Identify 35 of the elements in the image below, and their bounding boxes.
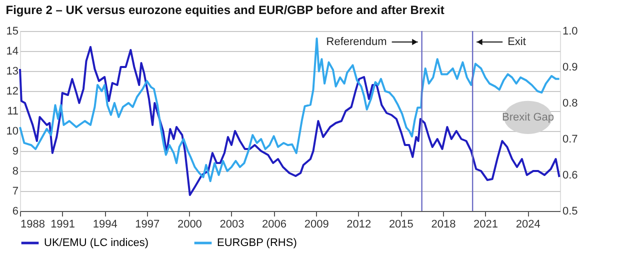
y2-tick-label: 0.8 (562, 98, 578, 110)
y-tick-label: 12 (6, 86, 18, 98)
y-tick-label: 7 (12, 186, 18, 198)
x-tick-label: 2003 (220, 218, 244, 230)
x-tick-label: 2024 (516, 218, 540, 230)
y2-tick-label: 0.5 (562, 206, 578, 218)
chart-title: Figure 2 – UK versus eurozone equities and EUR/GBP before and after Brexit (6, 3, 444, 17)
ref-line-label: Referendum (326, 36, 387, 48)
y-tick-label: 15 (6, 26, 18, 38)
x-tick-label: 2018 (431, 218, 456, 230)
x-tick-label: 2021 (474, 218, 498, 230)
y-tick-label: 13 (6, 66, 18, 78)
x-tick-label: 1988 (20, 218, 45, 230)
legend-label: UK/EMU (LC indices) (44, 237, 149, 249)
y2-tick-label: 0.6 (562, 170, 578, 182)
x-tick-label: 1991 (50, 218, 76, 230)
annotation: Brexit Gap (502, 111, 554, 124)
x-tick-label: 2009 (304, 218, 329, 230)
x-tick-label: 2006 (262, 218, 287, 230)
legend-label: EURGBP (RHS) (217, 237, 297, 249)
x-tick-label: 2012 (346, 218, 372, 230)
x-tick-label: 2000 (177, 218, 202, 230)
y-tick-label: 10 (6, 126, 18, 138)
y-tick-label: 6 (12, 206, 18, 218)
y2-tick-label: 0.7 (562, 134, 578, 146)
y-tick-label: 8 (12, 166, 18, 178)
x-tick-label: 1997 (135, 218, 160, 230)
ref-line-label: Exit (508, 36, 526, 48)
y-tick-label: 9 (12, 146, 18, 158)
y-tick-label: 14 (6, 46, 18, 58)
y-tick-label: 11 (7, 106, 18, 118)
x-tick-label: 1994 (92, 218, 118, 230)
x-tick-label: 2015 (388, 218, 414, 230)
y2-tick-label: 1.0 (562, 26, 578, 38)
y2-tick-label: 0.9 (562, 62, 578, 74)
